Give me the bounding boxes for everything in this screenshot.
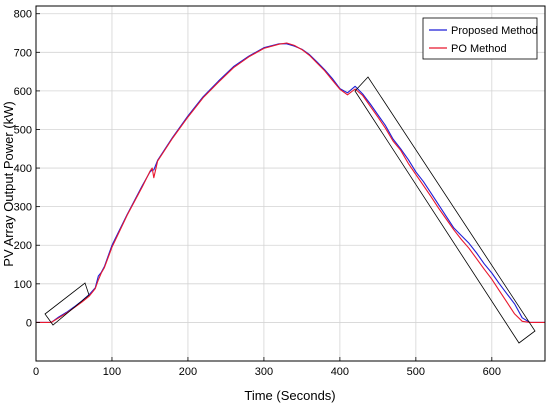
legend-label-proposed: Proposed Method <box>451 25 538 37</box>
y-tick-label-2: 200 <box>14 240 32 252</box>
x-tick-label-6: 600 <box>483 366 501 378</box>
y-tick-label-7: 700 <box>14 47 32 59</box>
y-tick-label-3: 300 <box>14 202 32 214</box>
series-line-1 <box>36 42 545 323</box>
x-tick-label-4: 400 <box>331 366 349 378</box>
x-tick-label-1: 100 <box>103 366 121 378</box>
plot-area <box>36 6 545 361</box>
x-tick-label-3: 300 <box>255 366 273 378</box>
legend: Proposed Method PO Method <box>422 17 538 60</box>
legend-box <box>422 17 538 60</box>
y-tick-label-1: 100 <box>14 279 32 291</box>
y-tick-label-4: 400 <box>14 163 32 175</box>
y-tick-label-5: 500 <box>14 124 32 136</box>
y-tick-label-8: 800 <box>14 9 32 21</box>
plot-frame <box>35 5 546 362</box>
legend-label-po: PO Method <box>451 43 507 55</box>
y-axis-title: PV Array Output Power (kW) <box>1 101 16 266</box>
y-tick-label-0: 0 <box>26 317 32 329</box>
highlight-box-end <box>354 76 536 344</box>
y-tick-label-6: 600 <box>14 86 32 98</box>
x-tick-label-0: 0 <box>33 366 39 378</box>
highlight-box-start <box>44 282 90 326</box>
x-tick-label-5: 500 <box>407 366 425 378</box>
axis-ticks: 0 100 200 300 400 500 600 0 100 200 300 400 500 600 70… <box>14 9 501 378</box>
grid-lines <box>35 6 545 361</box>
x-axis-title: Time (Seconds) <box>244 388 335 403</box>
x-tick-label-2: 200 <box>179 366 197 378</box>
